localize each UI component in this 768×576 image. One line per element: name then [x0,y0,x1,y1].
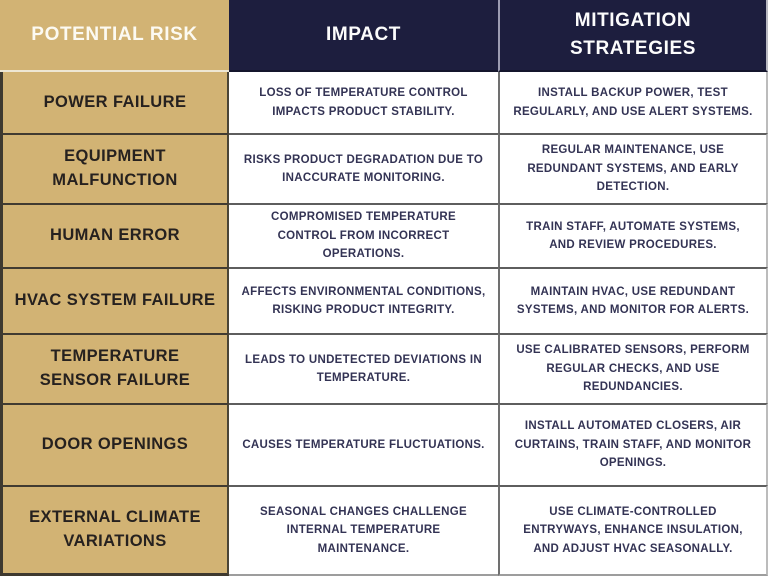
mitigation-cell: MAINTAIN HVAC, USE REDUNDANT SYSTEMS, AN… [498,267,768,333]
mitigation-cell: INSTALL BACKUP POWER, TEST REGULARLY, AN… [498,72,768,133]
risk-cell: EXTERNAL CLIMATE VARIATIONS [0,485,229,576]
risk-cell: POWER FAILURE [0,72,229,133]
mitigation-cell: INSTALL AUTOMATED CLOSERS, AIR CURTAINS,… [498,403,768,485]
column-header-impact: IMPACT [229,0,498,72]
risk-cell: HUMAN ERROR [0,203,229,267]
risk-cell: TEMPERATURE SENSOR FAILURE [0,333,229,403]
impact-cell: LOSS OF TEMPERATURE CONTROL IMPACTS PROD… [229,72,498,133]
impact-cell: LEADS TO UNDETECTED DEVIATIONS IN TEMPER… [229,333,498,403]
mitigation-cell: USE CLIMATE-CONTROLLED ENTRYWAYS, ENHANC… [498,485,768,576]
risk-cell: HVAC SYSTEM FAILURE [0,267,229,333]
column-header-mitigation-strategies: MITIGATION STRATEGIES [498,0,768,72]
mitigation-cell: REGULAR MAINTENANCE, USE REDUNDANT SYSTE… [498,133,768,203]
column-header-potential-risk: POTENTIAL RISK [0,0,229,72]
impact-cell: SEASONAL CHANGES CHALLENGE INTERNAL TEMP… [229,485,498,576]
impact-cell: COMPROMISED TEMPERATURE CONTROL FROM INC… [229,203,498,267]
mitigation-cell: TRAIN STAFF, AUTOMATE SYSTEMS, AND REVIE… [498,203,768,267]
mitigation-cell: USE CALIBRATED SENSORS, PERFORM REGULAR … [498,333,768,403]
impact-cell: CAUSES TEMPERATURE FLUCTUATIONS. [229,403,498,485]
risk-cell: EQUIPMENT MALFUNCTION [0,133,229,203]
impact-cell: RISKS PRODUCT DEGRADATION DUE TO INACCUR… [229,133,498,203]
risk-cell: DOOR OPENINGS [0,403,229,485]
impact-cell: AFFECTS ENVIRONMENTAL CONDITIONS, RISKIN… [229,267,498,333]
